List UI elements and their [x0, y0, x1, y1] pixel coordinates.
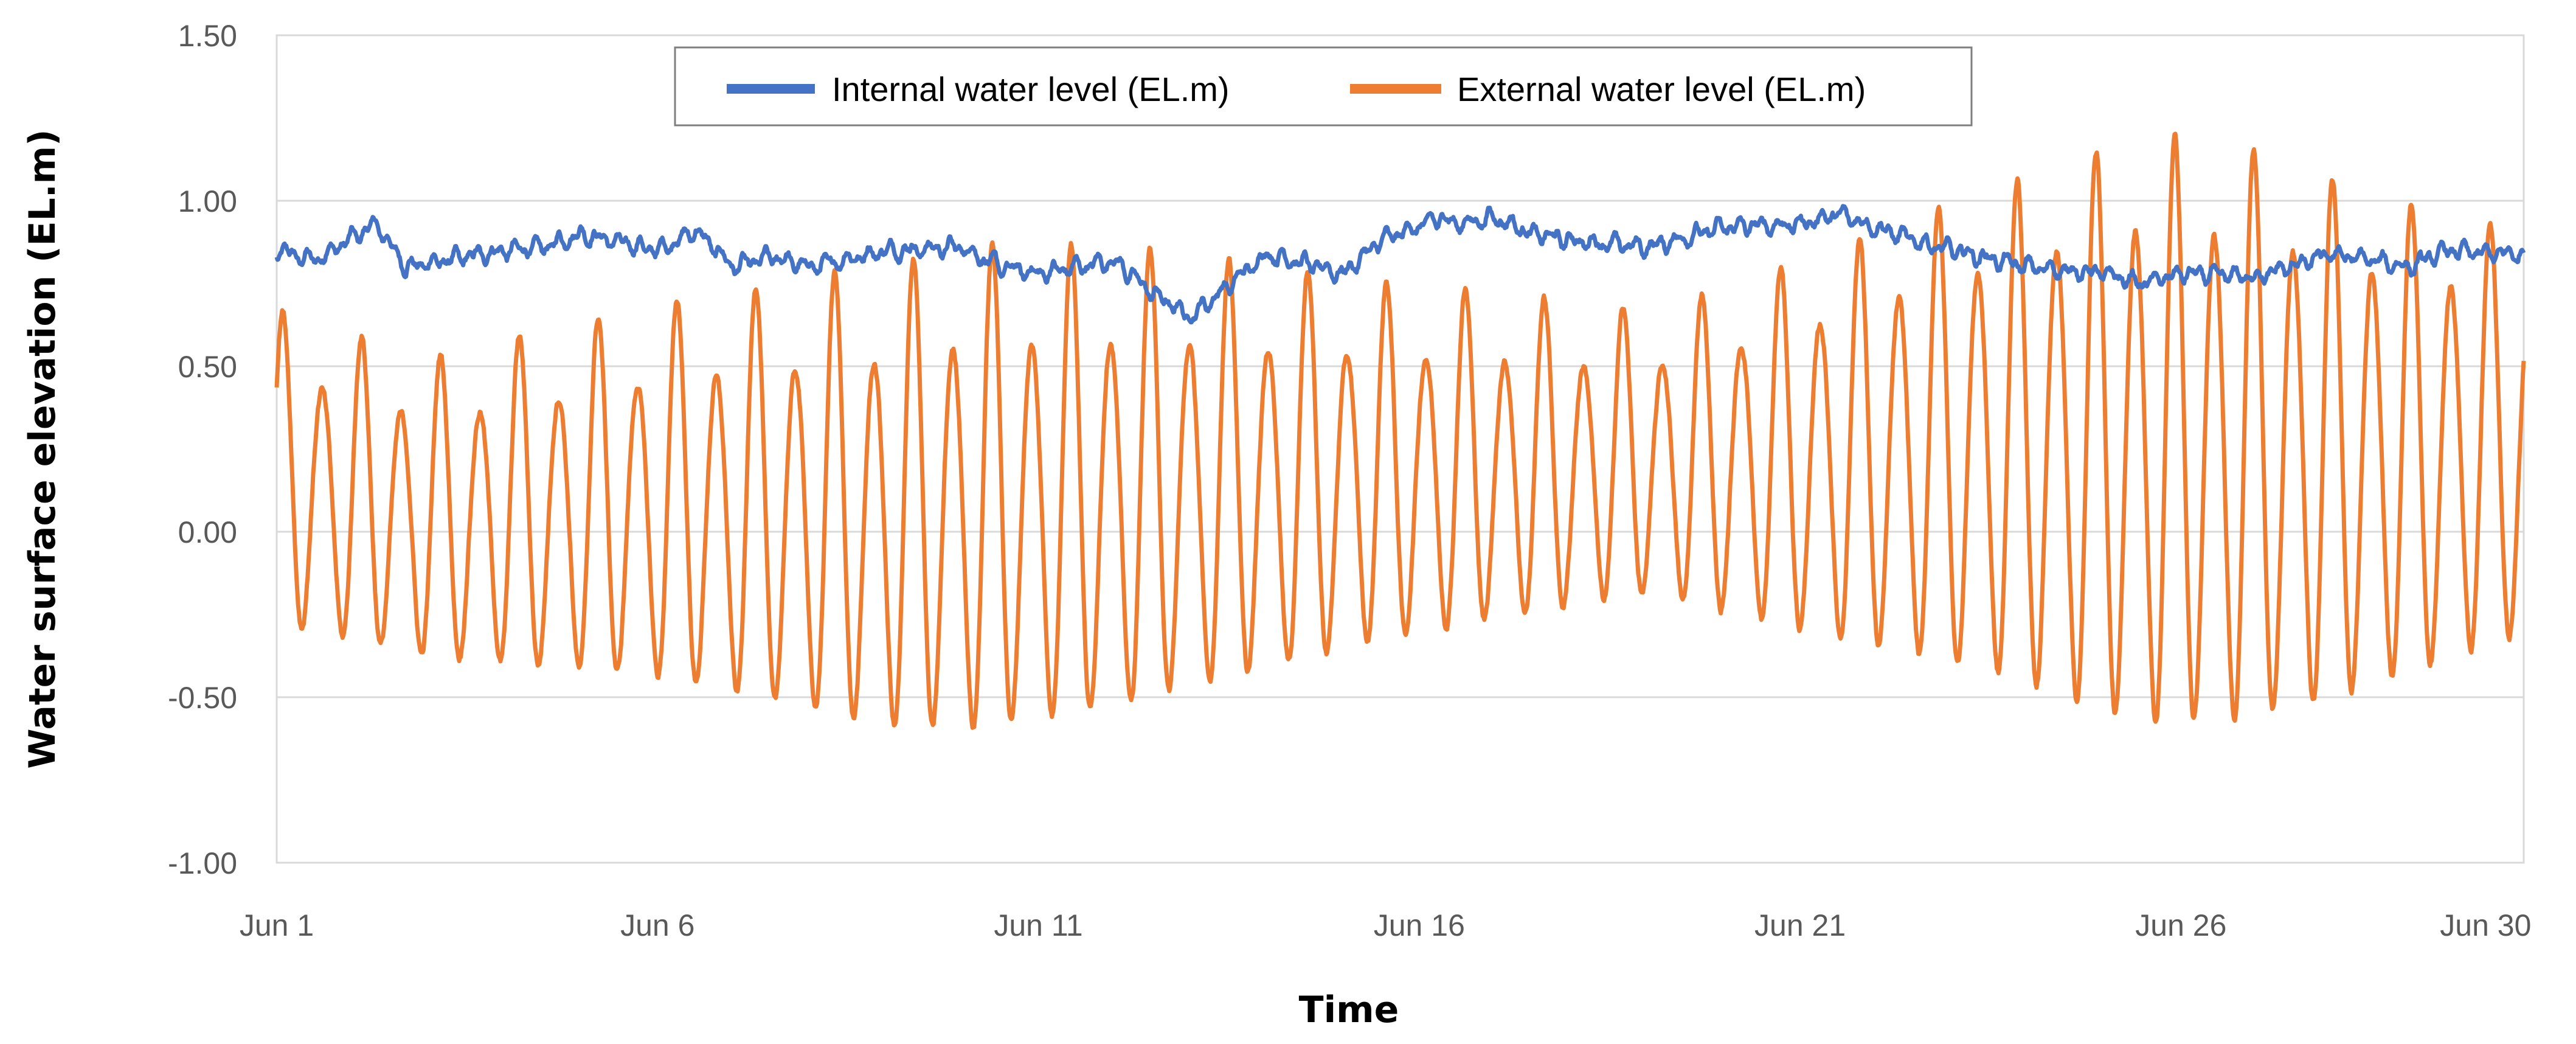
y-tick-label: 0.50	[178, 350, 237, 384]
x-tick-label: Jun 6	[620, 908, 694, 942]
series-line-internal	[274, 204, 2526, 325]
y-tick-label: -1.00	[168, 846, 237, 880]
series-line-external	[274, 131, 2526, 730]
y-tick-label: -0.50	[168, 681, 237, 715]
legend-item-external: External water level (EL.m)	[1350, 70, 1866, 108]
y-tick-label: 0.00	[178, 515, 237, 549]
legend-item-internal: Internal water level (EL.m)	[727, 70, 1230, 108]
x-tick-label: Jun 16	[1374, 908, 1465, 942]
y-tick-label: 1.00	[178, 184, 237, 218]
x-tick-label: Jun 1	[240, 908, 314, 942]
x-tick-label: Jun 11	[994, 908, 1082, 942]
legend: Internal water level (EL.m) External wat…	[674, 46, 1973, 127]
y-axis-title: Water surface elevation (EL.m)	[21, 129, 64, 768]
legend-box	[674, 46, 1973, 127]
y-tick-label: 1.50	[178, 19, 237, 53]
legend-label-internal: Internal water level (EL.m)	[832, 70, 1230, 108]
x-tick-label: Jun 30	[2440, 908, 2531, 942]
legend-label-external: External water level (EL.m)	[1457, 70, 1866, 108]
x-tick-label: Jun 26	[2135, 908, 2226, 942]
x-axis-title: Time	[1299, 989, 1399, 1031]
x-tick-label: Jun 21	[1754, 908, 1846, 942]
plot-area-border	[275, 34, 2525, 864]
